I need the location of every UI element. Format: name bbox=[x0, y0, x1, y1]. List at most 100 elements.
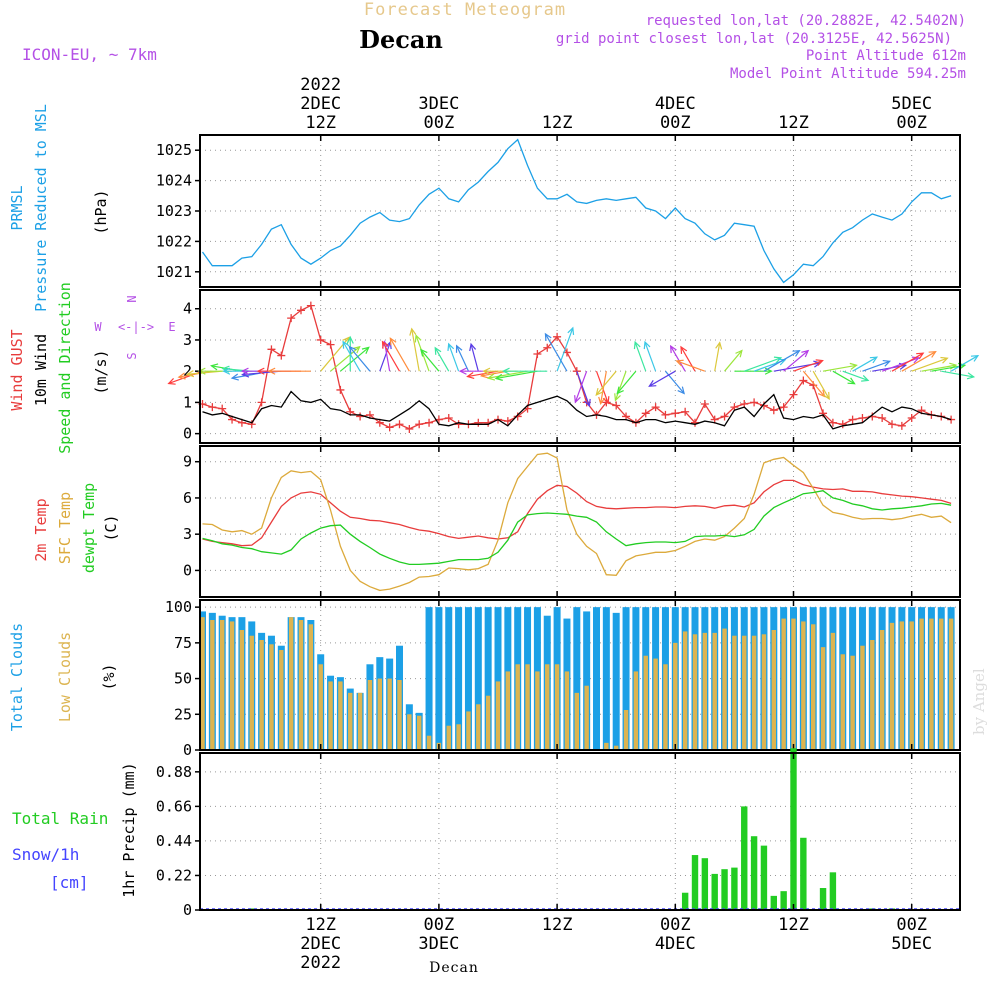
wind-arrow-head bbox=[633, 340, 641, 350]
wind-arrow bbox=[330, 346, 361, 372]
wind-arrow-head bbox=[567, 326, 575, 335]
gust-marker bbox=[336, 385, 345, 394]
top-time-label: 00Z bbox=[424, 113, 455, 133]
point-altitude: Point Altitude 612m bbox=[806, 48, 966, 64]
rain-bar bbox=[711, 873, 718, 910]
wind-arrow-head bbox=[648, 380, 657, 387]
wind-arrow-head bbox=[847, 377, 856, 385]
wind-arrow-head bbox=[928, 350, 937, 358]
gust-marker bbox=[297, 306, 305, 315]
gust-marker bbox=[888, 420, 896, 429]
wind-arrow-head bbox=[911, 356, 921, 364]
wind-arrow bbox=[822, 364, 857, 372]
rain-bar bbox=[829, 872, 837, 910]
wind-arrow-head bbox=[882, 359, 891, 367]
wind-arrow bbox=[381, 341, 401, 372]
wind-arrow-head bbox=[381, 340, 389, 349]
total-cloud-bar bbox=[425, 607, 433, 750]
bottom-time-label: 12Z bbox=[305, 915, 336, 935]
gust-marker bbox=[395, 420, 404, 429]
low-cloud-bar bbox=[663, 664, 668, 750]
wind-arrow bbox=[802, 370, 826, 397]
y-tick-label: 1021 bbox=[156, 263, 192, 281]
low-cloud-bar bbox=[357, 692, 363, 750]
top-time-label: 3DEC bbox=[418, 94, 459, 114]
gust-marker bbox=[838, 420, 847, 429]
gust-marker bbox=[356, 412, 365, 421]
wind-arrow bbox=[842, 370, 869, 381]
wind-arrow bbox=[881, 357, 920, 372]
y-tick-label: 3 bbox=[183, 331, 192, 349]
wind-arrow bbox=[950, 355, 979, 372]
gust-marker bbox=[444, 414, 453, 423]
low-cloud-bar bbox=[426, 735, 432, 750]
wind-arrow-head bbox=[715, 341, 723, 350]
rain-bar bbox=[691, 855, 699, 910]
wind-arrow bbox=[664, 370, 685, 394]
low-cloud-bar bbox=[614, 745, 619, 750]
precip-label: 1hr Precip (mm) bbox=[120, 762, 138, 897]
low-cloud-bar bbox=[673, 642, 678, 750]
panel-frame bbox=[199, 599, 961, 751]
direction-label: Speed and Direction bbox=[56, 282, 74, 454]
compass-arrows: <-|-> bbox=[118, 320, 154, 334]
gust-marker bbox=[612, 401, 621, 410]
low-cloud-bar bbox=[229, 621, 235, 750]
compass-n: N bbox=[125, 295, 139, 302]
low-cloud-bar bbox=[564, 671, 570, 750]
panels-group: 1021102210231024102501234036902550751000… bbox=[8, 104, 980, 919]
low-cloud-bar bbox=[288, 617, 294, 750]
y-tick-label: 0 bbox=[183, 741, 192, 759]
percent-label: (%) bbox=[100, 663, 118, 690]
y-tick-label: 9 bbox=[183, 453, 192, 471]
gust-marker bbox=[425, 418, 434, 427]
wind-arrow-head bbox=[675, 359, 684, 367]
wind-arrow-head bbox=[940, 356, 949, 364]
wind-arrow-head bbox=[267, 367, 276, 375]
y-tick-label: 6 bbox=[183, 489, 192, 507]
low-cloud-bar bbox=[712, 632, 717, 750]
wind-arrow-head bbox=[792, 349, 801, 357]
panel-1: 0 1 2 3 4 bbox=[167, 289, 980, 444]
total-cloud-bar bbox=[622, 607, 630, 750]
y-tick-label: 0.88 bbox=[156, 763, 192, 781]
low-cloud-bar bbox=[919, 618, 924, 750]
gust-marker bbox=[858, 414, 867, 423]
temp2m-label: 2m Temp bbox=[32, 498, 50, 561]
low-cloud-bar bbox=[909, 621, 914, 750]
gust-marker bbox=[474, 418, 483, 427]
y-tick-label: 4 bbox=[183, 300, 192, 318]
gust-marker bbox=[671, 409, 680, 418]
low-cloud-bar bbox=[200, 617, 205, 750]
wind-arrow bbox=[544, 333, 568, 372]
rain-bar bbox=[800, 837, 807, 910]
total-cloud-bar bbox=[494, 607, 502, 750]
wind-arrow bbox=[852, 356, 878, 372]
wind-arrow-head bbox=[801, 349, 810, 358]
bottom-time-label: 00Z bbox=[660, 915, 691, 935]
total-cloud-bar bbox=[612, 612, 620, 750]
wind-arrow-head bbox=[177, 372, 186, 380]
wind-arrow-head bbox=[352, 345, 361, 354]
bottom-time-label: 2DEC bbox=[300, 934, 341, 954]
top-time-label: 5DEC bbox=[891, 94, 932, 114]
total-cloud-bar bbox=[583, 611, 591, 750]
low-cloud-bar bbox=[525, 664, 530, 750]
gust-marker bbox=[769, 406, 778, 415]
wind-arrow-head bbox=[256, 367, 265, 375]
low-cloud-bar bbox=[939, 618, 944, 750]
low-cloud-bar bbox=[535, 671, 540, 750]
wind-arrow-head bbox=[210, 363, 219, 371]
low-cloud-bar bbox=[879, 630, 885, 750]
gust-marker bbox=[287, 314, 296, 323]
sfc-label: SFC Temp bbox=[56, 492, 74, 564]
wind-arrow bbox=[644, 341, 657, 372]
low-cloud-bar bbox=[554, 664, 560, 750]
gust-marker bbox=[405, 424, 414, 433]
low-cloud-bar bbox=[210, 620, 215, 750]
gust-marker bbox=[691, 418, 699, 427]
wind-arrow bbox=[420, 349, 440, 372]
wind-arrow bbox=[470, 343, 479, 372]
low-cloud-bar bbox=[889, 622, 895, 750]
gust-marker bbox=[789, 390, 798, 399]
